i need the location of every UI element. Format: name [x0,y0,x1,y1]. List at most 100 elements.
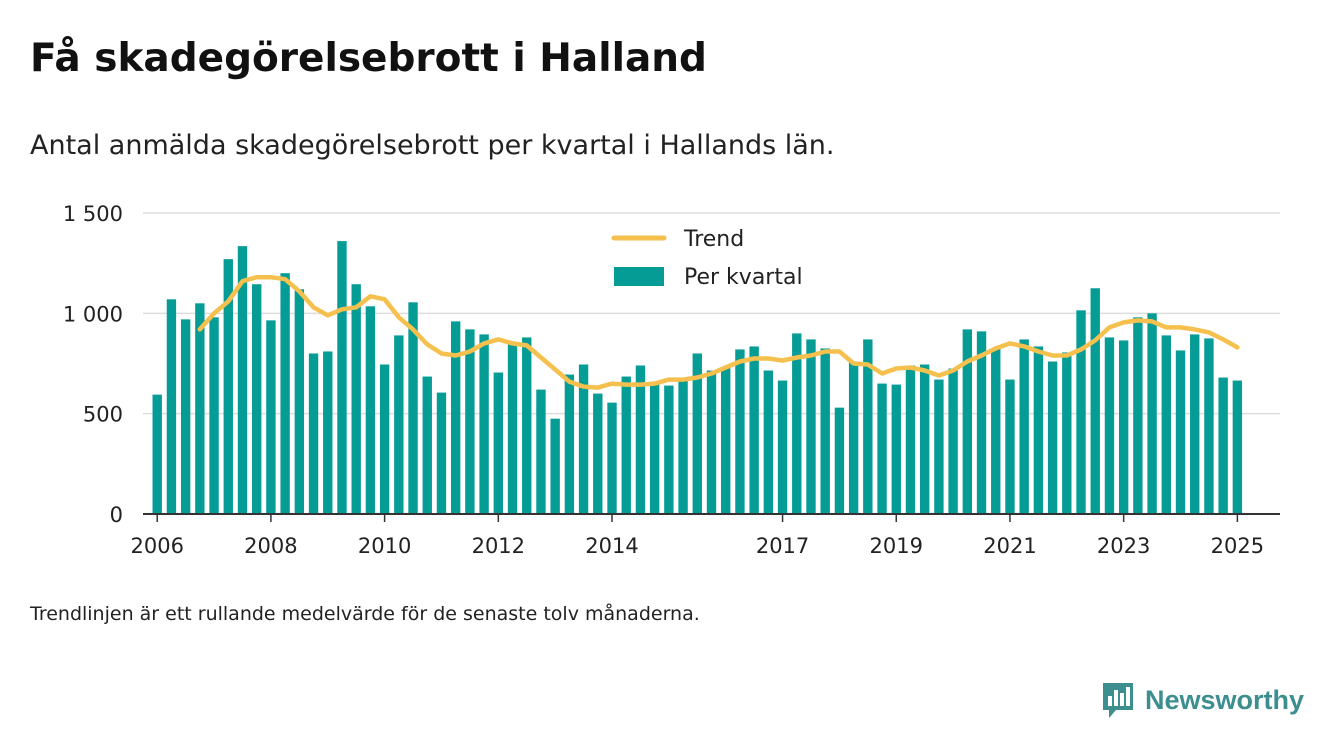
bar [721,367,731,514]
bar [792,333,802,514]
bar [152,394,162,514]
bar [522,337,532,514]
bar [237,246,248,515]
bar [394,335,404,514]
bar [991,348,1001,514]
bar [1005,379,1015,514]
bar [1076,310,1086,514]
bar [351,284,361,514]
x-tick-label: 2014 [585,534,638,558]
x-tick-label: 2017 [756,534,809,558]
bar [223,259,233,514]
x-tick-label: 2006 [130,534,183,558]
bar [564,374,575,514]
bar [1190,334,1200,514]
bar [635,365,646,514]
bar [962,329,973,514]
x-tick-label: 2021 [983,534,1036,558]
brand-name: Newsworthy [1145,684,1305,715]
bar [1175,350,1186,514]
chart-bubble-icon [1103,683,1133,718]
legend-bar-label: Per kvartal [684,265,803,290]
x-tick-label: 2008 [244,534,297,558]
bar [507,343,518,514]
bar [408,302,418,514]
legend-trend-label: Trend [683,227,744,252]
bar [593,393,603,514]
chart-title: Få skadegörelsebrott i Halland [30,36,707,81]
bar [806,339,816,514]
bar [607,402,617,514]
bar [848,361,859,514]
bar [1232,380,1243,514]
bar [763,370,774,514]
y-tick-label: 1 000 [63,302,123,326]
chart-subtitle: Antal anmälda skadegörelsebrott per kvar… [30,130,835,161]
bar [820,348,830,514]
bar [294,289,305,514]
bar [664,385,674,514]
bar [1204,338,1214,514]
bar [266,320,276,514]
x-tick-label: 2025 [1211,534,1264,558]
bar [1133,317,1143,514]
bar [834,407,845,514]
bar [735,349,745,514]
y-tick-label: 0 [110,503,123,527]
bar [1161,335,1171,514]
bar [252,284,262,514]
footnote: Trendlinjen är ett rullande medelvärde f… [30,603,700,625]
bar-series [152,241,1243,515]
bar [195,303,205,514]
bar [1047,361,1058,514]
trend-line [197,274,1240,390]
bar [1090,288,1100,514]
bar [422,376,432,514]
bar [550,418,560,514]
bar [1062,352,1072,514]
bar [1019,339,1029,514]
bar [706,370,717,514]
bar [365,306,376,514]
bar [209,317,219,514]
bar [280,273,290,514]
bar [863,339,873,514]
bar [777,380,788,514]
bar [749,346,759,514]
bar [1118,340,1129,514]
bar [621,376,631,514]
bar [323,351,333,514]
bar [1147,313,1157,514]
bar [436,392,447,514]
bar [479,334,489,514]
x-tick-label: 2012 [472,534,525,558]
bar [934,379,944,514]
x-tick-label: 2019 [870,534,923,558]
bar [1033,346,1044,514]
bar [450,321,461,514]
y-tick-label: 1 500 [63,202,123,226]
bar [379,364,390,514]
bar [1218,377,1228,514]
bar [976,331,987,514]
bar-line-chart: 0 500 1 000 1 500 2006 2008 2010 2012 2014 2017 20… [63,202,1280,558]
trend-series [197,274,1240,390]
bar [337,241,347,515]
bar [180,319,191,514]
bar [948,368,958,514]
bar [877,383,887,514]
legend-bar-swatch [614,267,664,286]
bar [891,384,901,514]
bar [578,364,589,514]
axes: 0 500 1 000 1 500 2006 2008 2010 2012 2014 2017 20… [63,202,1280,558]
y-tick-label: 500 [83,403,123,427]
bar [678,380,688,514]
bar [1104,337,1115,514]
bar [919,364,930,514]
x-tick-label: 2023 [1097,534,1150,558]
bar [536,389,546,514]
bar [649,383,660,514]
bar [166,299,177,514]
x-tick-label: 2010 [358,534,411,558]
bar [465,329,475,514]
